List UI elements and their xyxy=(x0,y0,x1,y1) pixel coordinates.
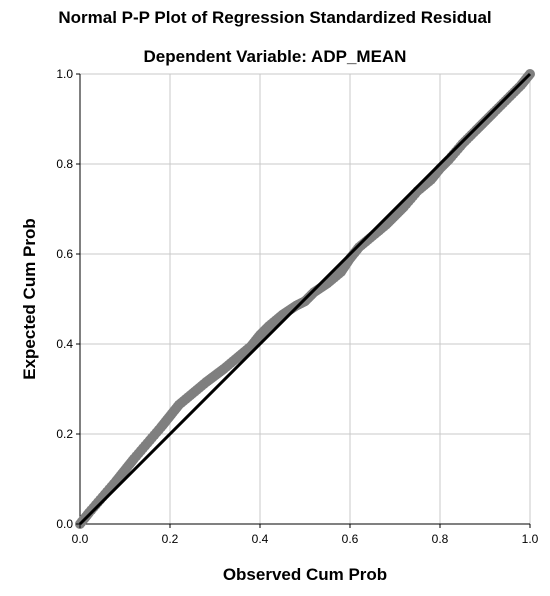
y-axis-label: Expected Cum Prob xyxy=(20,218,39,380)
y-tick-label: 0.2 xyxy=(56,427,73,441)
chart-title: Normal P-P Plot of Regression Standardiz… xyxy=(58,8,492,27)
y-tick-label: 1.0 xyxy=(56,67,73,81)
chart-subtitle: Dependent Variable: ADP_MEAN xyxy=(143,47,407,66)
y-tick-label: 0.8 xyxy=(56,157,73,171)
x-tick-label: 0.2 xyxy=(162,532,179,546)
y-tick-label: 0.6 xyxy=(56,247,73,261)
tick-labels: 0.0 0.2 0.4 0.6 0.8 1.0 0.0 0.2 0.4 0.6 0.8 1.0 xyxy=(56,67,538,546)
x-axis-label: Observed Cum Prob xyxy=(222,565,388,584)
reference-line-group xyxy=(78,72,532,526)
axes xyxy=(79,74,530,525)
x-tick-label: 0.8 xyxy=(432,532,449,546)
y-tick-label: 0.4 xyxy=(56,337,73,351)
x-tick-label: 0.0 xyxy=(72,532,89,546)
x-tick-label: 1.0 xyxy=(522,532,539,546)
x-tick-label: 0.4 xyxy=(252,532,269,546)
y-tick-label: 0.0 xyxy=(56,517,73,531)
x-tick-label: 0.6 xyxy=(342,532,359,546)
reference-line xyxy=(78,72,532,526)
